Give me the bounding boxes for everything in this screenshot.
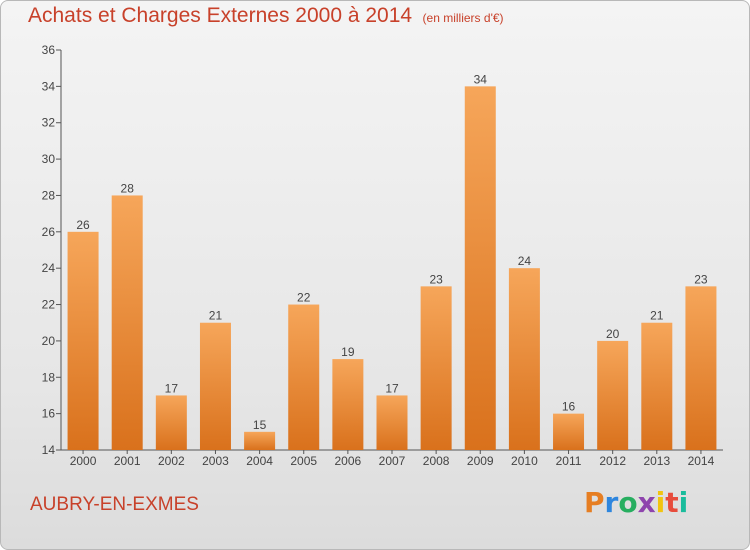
logo-letter: t <box>665 486 679 519</box>
x-tick-label: 2002 <box>158 454 185 468</box>
y-tick-label: 18 <box>42 370 56 384</box>
bar <box>111 195 143 450</box>
data-label: 24 <box>518 254 532 268</box>
bar <box>420 286 452 450</box>
y-tick-label: 20 <box>42 334 56 348</box>
data-label: 15 <box>253 418 267 432</box>
title-row: Achats et Charges Externes 2000 à 2014 (… <box>28 4 504 28</box>
y-tick-label: 14 <box>42 443 56 457</box>
y-tick-label: 16 <box>42 407 56 421</box>
data-label: 17 <box>165 381 179 395</box>
logo-letter: i <box>678 486 689 519</box>
logo-letter: i <box>655 486 666 519</box>
bar <box>597 340 629 450</box>
logo-letter: r <box>604 486 619 519</box>
bar <box>508 268 540 450</box>
data-label: 22 <box>297 291 311 305</box>
x-tick-label: 2012 <box>599 454 626 468</box>
logo-letter: P <box>584 486 605 519</box>
bar <box>376 395 408 450</box>
bar <box>199 322 231 450</box>
x-tick-label: 2000 <box>70 454 97 468</box>
x-tick-label: 2008 <box>423 454 450 468</box>
bar <box>67 231 99 450</box>
y-tick-label: 30 <box>42 152 56 166</box>
chart-title: Achats et Charges Externes 2000 à 2014 <box>28 4 413 27</box>
x-tick-label: 2003 <box>202 454 229 468</box>
data-label: 16 <box>562 400 576 414</box>
y-tick-label: 34 <box>42 79 56 93</box>
x-tick-label: 2014 <box>688 454 715 468</box>
x-tick-label: 2005 <box>290 454 317 468</box>
data-label: 21 <box>209 309 223 323</box>
bar <box>288 304 320 450</box>
y-tick-label: 36 <box>42 43 56 57</box>
logo-letter: o <box>618 486 638 519</box>
bar <box>155 395 187 450</box>
x-tick-label: 2010 <box>511 454 538 468</box>
bar <box>244 431 276 450</box>
x-tick-label: 2007 <box>379 454 406 468</box>
y-tick-label: 26 <box>42 225 56 239</box>
commune-name: AUBRY-EN-EXMES <box>30 494 199 515</box>
y-tick-label: 28 <box>42 188 56 202</box>
y-tick-label: 32 <box>42 116 56 130</box>
data-label: 17 <box>385 381 399 395</box>
data-label: 21 <box>650 309 664 323</box>
bar <box>332 359 364 450</box>
bar <box>464 86 496 450</box>
y-tick-label: 22 <box>42 298 56 312</box>
x-tick-label: 2006 <box>335 454 362 468</box>
bar <box>553 413 585 450</box>
bar <box>641 322 673 450</box>
data-label: 34 <box>474 72 488 86</box>
data-label: 23 <box>694 272 708 286</box>
bar <box>685 286 717 450</box>
data-label: 26 <box>76 218 90 232</box>
data-label: 19 <box>341 345 355 359</box>
x-tick-label: 2011 <box>556 454 582 468</box>
x-tick-label: 2009 <box>467 454 494 468</box>
x-tick-label: 2001 <box>114 454 141 468</box>
data-label: 28 <box>121 181 135 195</box>
x-tick-label: 2004 <box>246 454 273 468</box>
y-tick-label: 24 <box>42 261 56 275</box>
proxiti-logo[interactable]: Proxiti <box>584 486 688 519</box>
logo-letter: x <box>637 486 656 519</box>
data-label: 20 <box>606 327 620 341</box>
chart-subtitle: (en milliers d'€) <box>422 11 504 25</box>
x-tick-label: 2013 <box>643 454 670 468</box>
data-label: 23 <box>429 272 443 286</box>
